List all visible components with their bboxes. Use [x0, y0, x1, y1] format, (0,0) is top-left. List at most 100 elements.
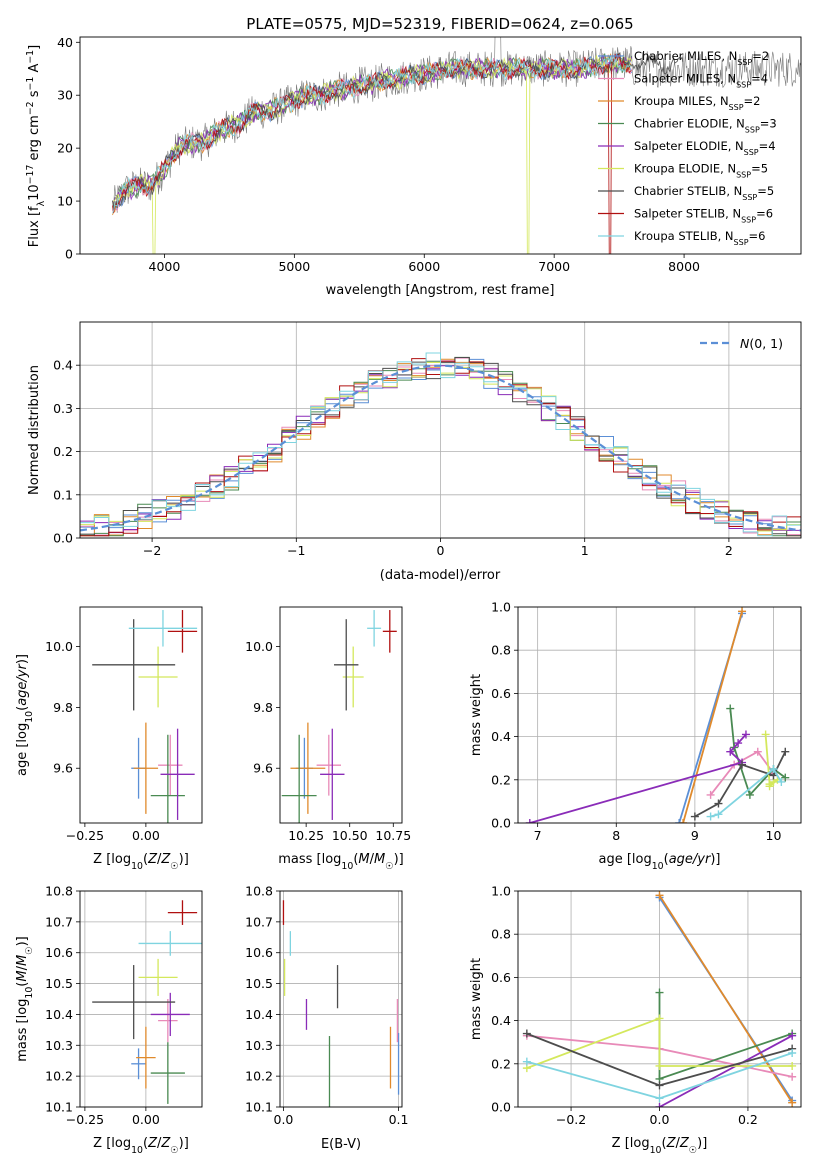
- legend-count: =5: [751, 162, 768, 176]
- label-part: age [log: [598, 852, 651, 867]
- y-tick-label: 0.4: [53, 358, 73, 373]
- plus-marker: [753, 747, 762, 756]
- legend-count: =2: [752, 49, 769, 63]
- plus-marker: [788, 1031, 797, 1040]
- model-chabrier-elodie: [112, 53, 633, 209]
- y-axis-label: Flux [fλ10−17 erg cm−2 s−1 A−1]: [25, 45, 47, 247]
- errorbar-point: [160, 728, 195, 820]
- label-part: Z: [160, 852, 171, 867]
- y-tick-label: 0.1: [53, 487, 73, 502]
- plus-marker: [781, 773, 790, 782]
- x-tick-label: 0.1: [389, 1112, 409, 1127]
- label-part: 10: [341, 861, 353, 872]
- legend-count: =4: [759, 139, 776, 153]
- y-axis-label: age [log10(age/yr)]: [15, 654, 35, 776]
- errorbar-point: [316, 734, 341, 796]
- errorbar-point: [167, 610, 198, 653]
- plus-marker: [655, 1103, 664, 1107]
- plus-marker: [745, 790, 754, 799]
- label-part: −1: [25, 77, 36, 91]
- label-part: /: [157, 1136, 162, 1151]
- y-tick-label: 10.2: [45, 1069, 73, 1084]
- plot-area: [112, 37, 801, 254]
- label-part: M: [15, 955, 30, 966]
- y-tick-label: 10.0: [45, 639, 73, 654]
- label-part: (: [143, 1136, 148, 1151]
- legend-sub: SSP: [736, 80, 751, 89]
- label-part: λ: [36, 200, 47, 206]
- panel-residuals: −2 −1 0 1 2 0.0 0.1 0.2 0.3 0.4 N(0, 1): [53, 321, 802, 558]
- x-tick-label: 8: [612, 828, 620, 843]
- x-tick-label: 9: [691, 828, 699, 843]
- axes-frame: [517, 606, 802, 824]
- plus-marker: [738, 607, 747, 616]
- label-part: (: [143, 852, 148, 867]
- label-part: Z: [666, 1136, 677, 1151]
- plus-marker: [690, 812, 699, 821]
- legend-n: N: [740, 336, 750, 351]
- legend-count: =2: [744, 94, 761, 108]
- normal-curve: [80, 364, 801, 532]
- axes-frame: [517, 890, 802, 1108]
- y-tick-label: 9.8: [53, 700, 73, 715]
- errorbar-point: [290, 722, 326, 814]
- y-axis-label: mass weight: [469, 958, 484, 1040]
- plus-marker: [726, 747, 735, 756]
- label-part: (: [662, 1136, 667, 1151]
- label-part: 10: [27, 184, 42, 201]
- legend-count: =3: [760, 117, 777, 131]
- plus-marker: [738, 760, 747, 769]
- errorbar-point: [128, 610, 198, 647]
- plot-area: [522, 891, 797, 1107]
- x-axis-label: age [log10(age/yr)]: [598, 852, 720, 872]
- x-tick-label: 10.25: [288, 828, 324, 843]
- label-part: /: [370, 852, 375, 867]
- y-tick-label: 10.1: [45, 1100, 73, 1115]
- label-part: )]: [179, 852, 189, 867]
- plus-marker: [525, 819, 534, 823]
- label-part: Z: [147, 1136, 158, 1151]
- label-part: mass [log: [278, 852, 341, 867]
- label-part: 10: [131, 1145, 143, 1156]
- axes-frame: [279, 890, 403, 1108]
- label-part: age/yr: [15, 662, 30, 705]
- x-axis-label: Z [log10(Z/Z☉)]: [612, 1136, 708, 1156]
- y-axis-label: mass weight: [469, 674, 484, 756]
- legend-model: Chabrier MILES, N: [634, 49, 737, 63]
- errorbar-point: [334, 619, 359, 711]
- legend-sub: SSP: [729, 103, 744, 112]
- legend-model: Kroupa MILES, N: [634, 94, 729, 108]
- label-part: /: [675, 1136, 680, 1151]
- y-tick-label: 10.3: [245, 1038, 273, 1053]
- errorbar-point: [158, 999, 178, 1043]
- x-tick-label: 7: [534, 828, 542, 843]
- plus-marker: [714, 810, 723, 819]
- plus-marker: [788, 1072, 797, 1081]
- x-tick-label: 10: [766, 828, 782, 843]
- x-axis-label: E(B-V): [321, 1137, 361, 1152]
- plus-marker: [655, 988, 664, 997]
- label-part: A: [27, 64, 42, 77]
- label-part: −2: [25, 101, 36, 115]
- y-tick-label: 10.5: [45, 976, 73, 991]
- errorbar-point: [150, 992, 190, 1037]
- x-axis-label: Z [log10(Z/Z☉)]: [93, 852, 189, 872]
- label-part: ☉: [170, 1145, 178, 1156]
- y-tick-label: 0: [65, 247, 73, 262]
- plus-marker: [706, 790, 715, 799]
- label-part: ☉: [24, 946, 35, 954]
- panel-massweight-vs-age: 7 8 9 10 0.0 0.2 0.4 0.6 0.8 1.0: [491, 600, 802, 843]
- plus-marker: [522, 1029, 531, 1038]
- y-tick-label: 40: [57, 35, 73, 50]
- x-tick-label: 0.2: [738, 1112, 758, 1127]
- x-tick-label: 6000: [408, 259, 440, 274]
- legend-label: Kroupa ELODIE, NSSP=5: [634, 162, 768, 180]
- errorbar-point: [138, 958, 178, 996]
- y-tick-label: 0.2: [53, 444, 73, 459]
- axes-frame: [79, 890, 203, 1108]
- x-tick-label: 10.50: [332, 828, 368, 843]
- x-tick-label: −2: [143, 543, 161, 558]
- label-part: (: [353, 852, 358, 867]
- x-tick-label: 0.00: [132, 828, 160, 843]
